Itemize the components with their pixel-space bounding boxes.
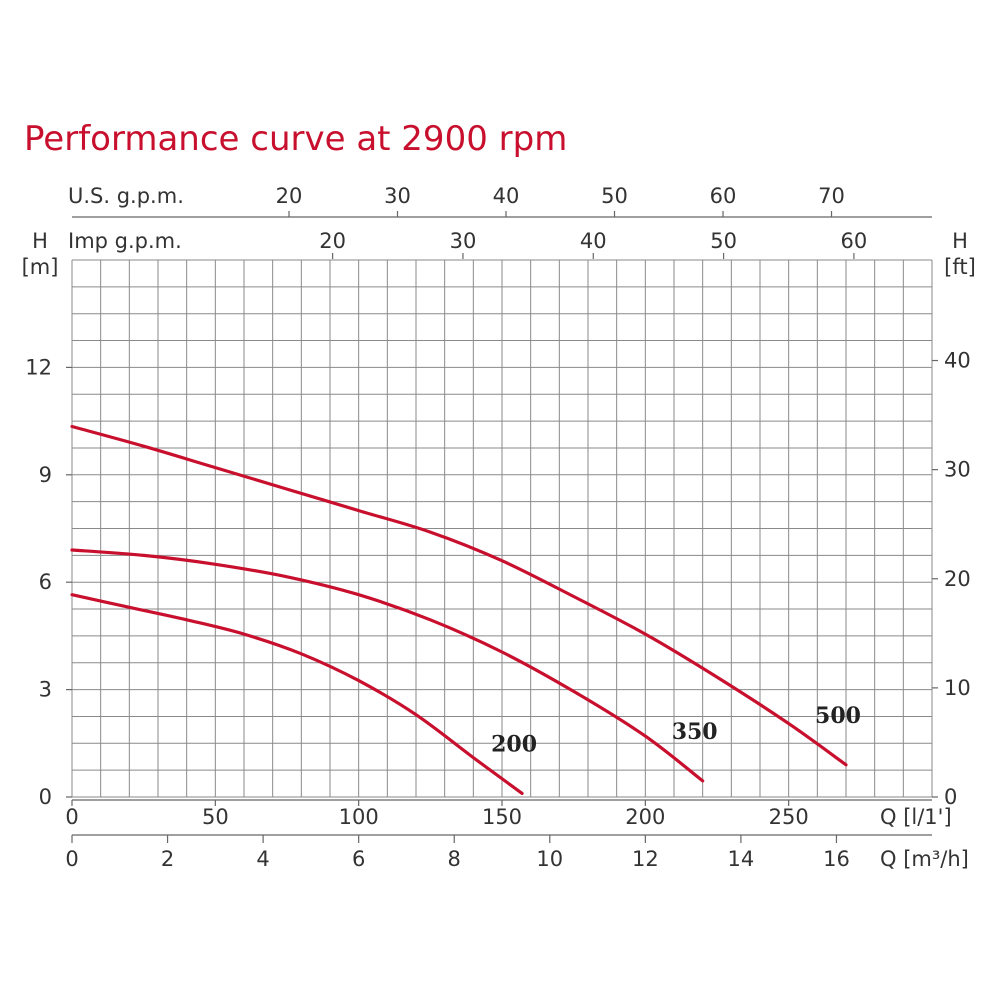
usgpm-tick-label: 60 — [710, 184, 737, 208]
hft-tick-label: 30 — [944, 458, 971, 482]
q-lmin-axis-label: Q [l/1'] — [880, 805, 952, 829]
hm-tick-label: 12 — [25, 355, 52, 379]
hft-tick-label: 10 — [944, 676, 971, 700]
series-label-500: 500 — [815, 703, 861, 729]
h-right-label: H — [952, 229, 968, 253]
h-left-label: H — [32, 229, 48, 253]
hm-tick-label: 9 — [39, 463, 52, 487]
lmin-tick-label: 0 — [65, 805, 78, 829]
m3h-tick-label: 16 — [823, 847, 850, 871]
usgpm-axis-label: U.S. g.p.m. — [68, 184, 184, 208]
impgpm-tick-label: 40 — [580, 229, 607, 253]
q-m3h-axis-label: Q [m³/h] — [880, 847, 969, 871]
impgpm-tick-label: 50 — [710, 229, 737, 253]
curve-200 — [70, 593, 524, 795]
series: 200 350 500 — [70, 424, 861, 795]
curve-500 — [70, 424, 848, 767]
usgpm-tick-label: 30 — [384, 184, 411, 208]
hm-tick-label: 6 — [39, 570, 52, 594]
series-label-200: 200 — [491, 731, 537, 757]
m3h-tick-label: 10 — [536, 847, 563, 871]
grid — [71, 259, 933, 798]
axes — [66, 211, 938, 843]
hft-tick-label: 40 — [944, 349, 971, 373]
impgpm-axis-label: Imp g.p.m. — [68, 229, 182, 253]
usgpm-tick-label: 70 — [818, 184, 845, 208]
usgpm-tick-label: 50 — [601, 184, 628, 208]
m3h-tick-label: 4 — [256, 847, 269, 871]
lmin-tick-label: 200 — [625, 805, 665, 829]
curve-350 — [70, 548, 705, 783]
lmin-tick-label: 150 — [482, 805, 522, 829]
impgpm-tick-label: 30 — [450, 229, 477, 253]
usgpm-tick-label: 40 — [493, 184, 520, 208]
hm-tick-label: 0 — [39, 785, 52, 809]
h-left-unit: [m] — [22, 255, 59, 279]
lmin-tick-label: 100 — [339, 805, 379, 829]
m3h-tick-label: 12 — [632, 847, 659, 871]
impgpm-tick-label: 60 — [841, 229, 868, 253]
m3h-tick-label: 0 — [65, 847, 78, 871]
hft-tick-label: 20 — [944, 567, 971, 591]
chart-title: Performance curve at 2900 rpm — [24, 119, 567, 159]
hm-tick-label: 3 — [39, 678, 52, 702]
m3h-tick-label: 6 — [352, 847, 365, 871]
impgpm-tick-label: 20 — [319, 229, 346, 253]
hft-tick-label: 0 — [944, 785, 957, 809]
m3h-tick-label: 2 — [161, 847, 174, 871]
series-label-350: 350 — [672, 719, 718, 745]
usgpm-tick-label: 20 — [276, 184, 303, 208]
m3h-tick-label: 8 — [448, 847, 461, 871]
lmin-tick-label: 250 — [769, 805, 809, 829]
lmin-tick-label: 50 — [202, 805, 229, 829]
m3h-tick-label: 14 — [728, 847, 755, 871]
h-right-unit: [ft] — [944, 255, 976, 279]
